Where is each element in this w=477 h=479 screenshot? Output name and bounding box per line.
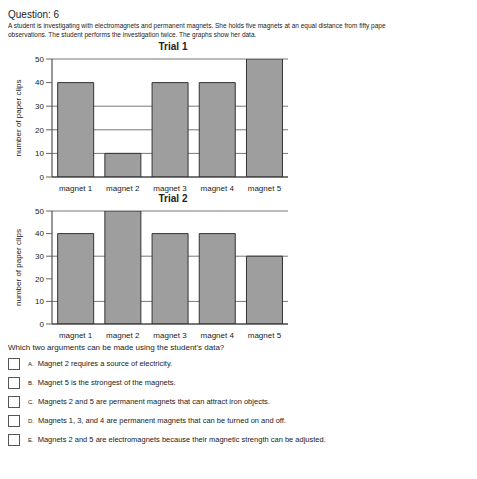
svg-text:magnet 2: magnet 2 <box>106 184 140 193</box>
svg-text:10: 10 <box>35 149 44 158</box>
html-text:A student is investigating wit: A student is investigating with electrom… <box>8 22 386 29</box>
svg-text:20: 20 <box>35 126 44 135</box>
svg-text:magnet 5: magnet 5 <box>248 184 282 193</box>
svg-text:magnet 3: magnet 3 <box>153 331 187 340</box>
svg-text:number of paper clips: number of paper clips <box>14 80 23 157</box>
html-text:Magnets 2 and 5 are permanent: Magnets 2 and 5 are permanent magnets th… <box>38 397 270 406</box>
svg-text:40: 40 <box>35 229 44 238</box>
html-text:Trial 1: Trial 1 <box>158 41 188 52</box>
html-text:B. Magnet 5 is the strongest o: B. Magnet 5 is the strongest of the magn… <box>28 378 176 387</box>
svg-text:10: 10 <box>35 297 44 306</box>
html-text:D.: D. <box>28 417 34 424</box>
svg-text:magnet 1: magnet 1 <box>59 184 93 193</box>
svg-text:0: 0 <box>40 173 45 182</box>
svg-text:0: 0 <box>40 320 45 329</box>
svg-text:30: 30 <box>35 102 44 111</box>
html-text:C.: C. <box>28 398 34 405</box>
html-text:Trial 2: Trial 2 <box>158 193 188 204</box>
svg-text:number of paper clips: number of paper clips <box>14 229 23 306</box>
svg-text:50: 50 <box>35 207 44 216</box>
html-text:Which two arguments can be mad: Which two arguments can be made using th… <box>8 343 225 352</box>
svg-text:40: 40 <box>35 78 44 87</box>
svg-text:30: 30 <box>35 252 44 261</box>
html-text:Question: 6: Question: 6 <box>8 9 60 20</box>
svg-text:20: 20 <box>35 275 44 284</box>
svg-text:magnet 3: magnet 3 <box>153 184 187 193</box>
html-text:observations. The student perf: observations. The student performs the i… <box>8 31 257 38</box>
svg-text:magnet 4: magnet 4 <box>201 184 235 193</box>
svg-text:magnet 4: magnet 4 <box>201 331 235 340</box>
svg-text:magnet 2: magnet 2 <box>106 331 140 340</box>
svg-text:50: 50 <box>35 55 44 64</box>
svg-text:magnet 1: magnet 1 <box>59 331 93 340</box>
html-text:Magnets 1, 3, and 4 are perman: Magnets 1, 3, and 4 are permanent magnet… <box>38 416 286 425</box>
html-text:A. Magnet 2 requires a source: A. Magnet 2 requires a source of electri… <box>28 359 173 368</box>
html-text:E. Magnets 2 and 5 are electro: E. Magnets 2 and 5 are electromagnets be… <box>28 435 326 444</box>
svg-text:magnet 5: magnet 5 <box>248 331 282 340</box>
